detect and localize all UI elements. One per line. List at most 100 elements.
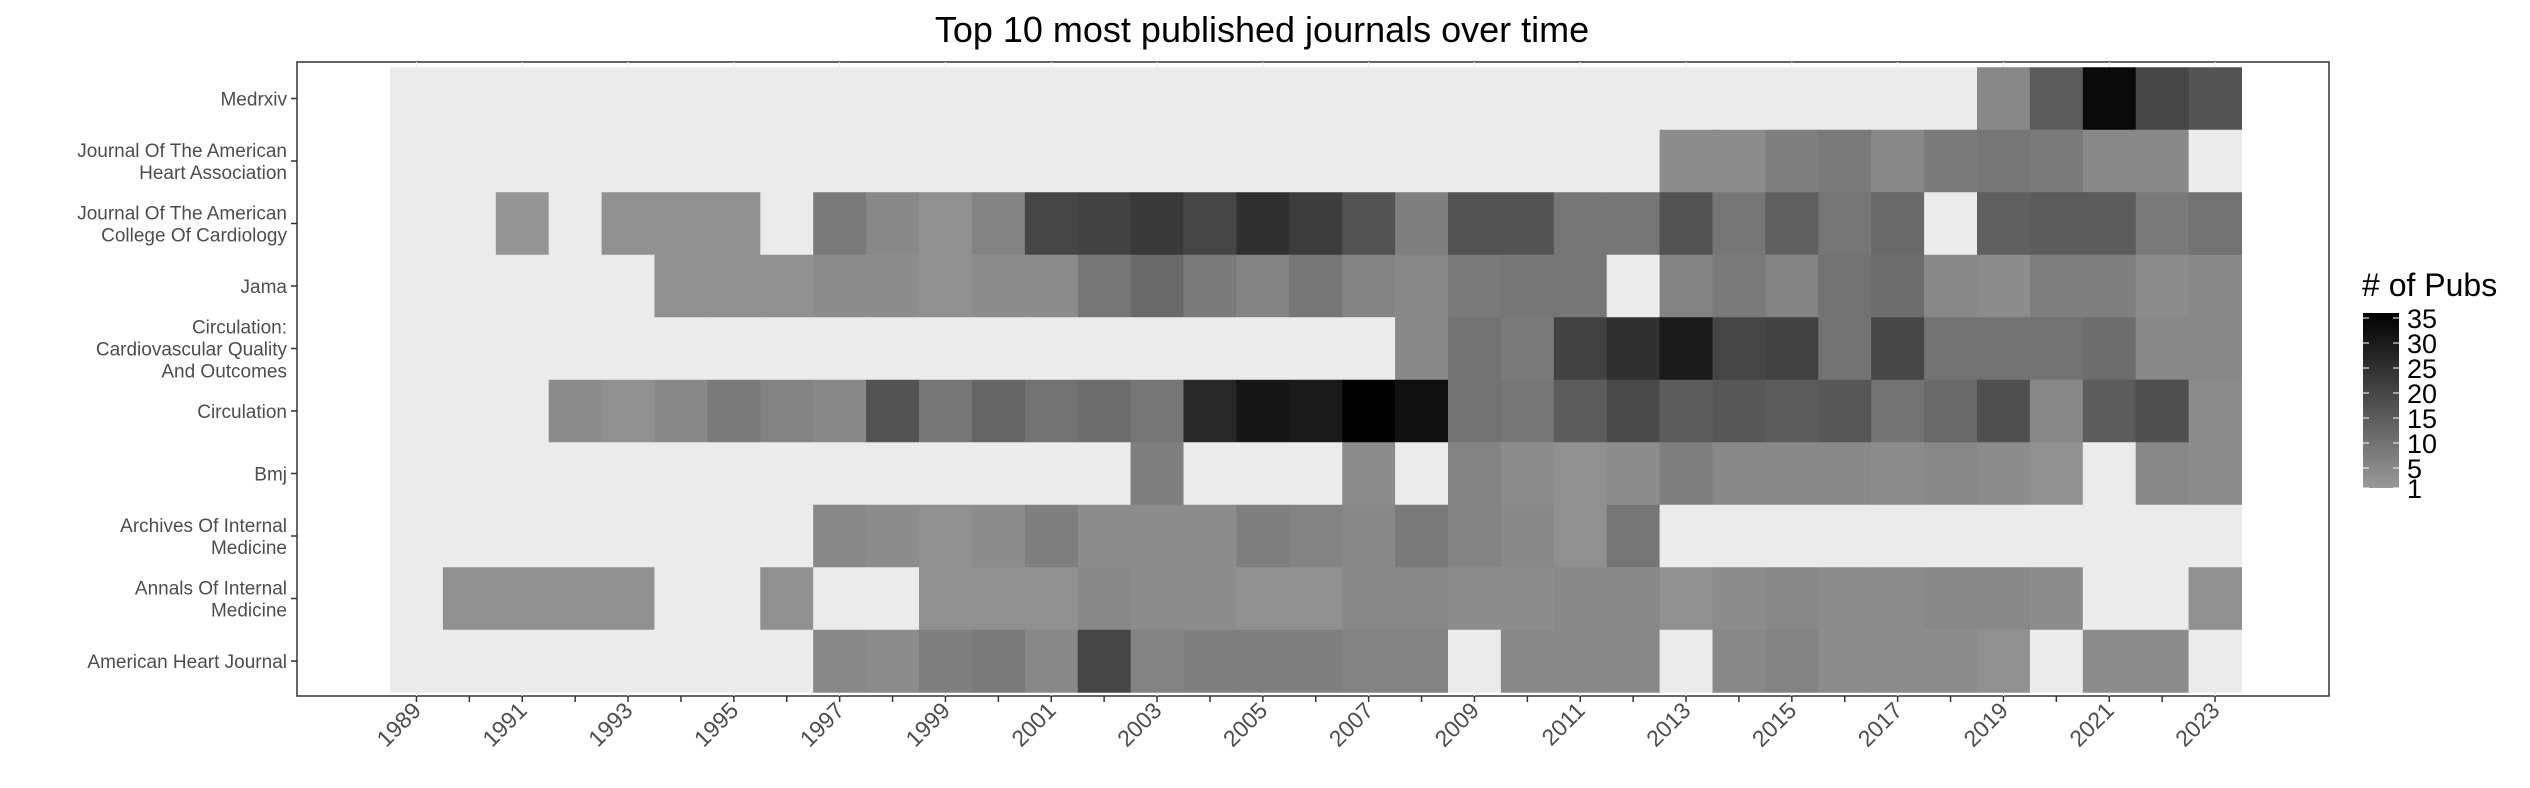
heatmap-cell bbox=[1924, 67, 1978, 131]
heatmap-cell bbox=[2029, 504, 2084, 568]
heatmap-cell bbox=[1553, 442, 1608, 506]
heatmap-cell bbox=[390, 567, 444, 631]
y-tick-label: Heart Association bbox=[139, 163, 287, 184]
heatmap-cell bbox=[1500, 504, 1555, 568]
heatmap-cell bbox=[2082, 317, 2137, 381]
x-tick-label: 2023 bbox=[2170, 697, 2225, 752]
heatmap-cell bbox=[1448, 129, 1502, 193]
chart-title: Top 10 most published journals over time bbox=[935, 9, 1589, 50]
heatmap-cell bbox=[1024, 317, 1079, 381]
heatmap-cell bbox=[919, 379, 973, 443]
heatmap-cell bbox=[2082, 254, 2137, 318]
heatmap-cell bbox=[1606, 254, 1661, 318]
heatmap-cell bbox=[1395, 192, 1449, 256]
heatmap-cell bbox=[707, 67, 761, 131]
heatmap-cell bbox=[866, 379, 920, 443]
heatmap-cell bbox=[971, 129, 1026, 193]
x-tick-label: 2009 bbox=[1429, 697, 1484, 752]
y-tick-label: Archives Of Internal bbox=[120, 516, 287, 537]
heatmap-cell bbox=[495, 254, 550, 318]
heatmap-cell bbox=[2029, 317, 2084, 381]
heatmap-cell bbox=[1395, 317, 1449, 381]
x-tick-label: 2013 bbox=[1641, 697, 1696, 752]
heatmap-cell bbox=[1183, 192, 1237, 256]
legend-tick-label: 20 bbox=[2407, 379, 2437, 409]
heatmap-cell bbox=[2135, 442, 2190, 506]
heatmap-cell bbox=[1871, 567, 1925, 631]
heatmap-cell bbox=[1024, 567, 1079, 631]
y-tick-label: Medicine bbox=[211, 538, 287, 559]
heatmap-cell bbox=[1077, 629, 1132, 693]
heatmap-cell bbox=[1024, 379, 1079, 443]
heatmap-cell bbox=[1183, 129, 1237, 193]
heatmap-cell bbox=[1236, 254, 1290, 318]
heatmap-cell bbox=[1818, 129, 1872, 193]
heatmap-cell bbox=[2135, 254, 2190, 318]
heatmap-cell bbox=[2029, 129, 2084, 193]
heatmap-cell bbox=[1183, 254, 1237, 318]
heatmap-cell bbox=[1924, 317, 1978, 381]
heatmap-cell bbox=[2135, 379, 2190, 443]
heatmap-cell bbox=[1236, 567, 1290, 631]
heatmap-cell bbox=[1236, 192, 1290, 256]
heatmap-cell bbox=[601, 129, 655, 193]
heatmap-cell bbox=[1712, 254, 1766, 318]
heatmap-cell bbox=[1236, 629, 1290, 693]
heatmap-cell bbox=[601, 567, 655, 631]
heatmap-cell bbox=[707, 442, 761, 506]
heatmap-cell bbox=[1236, 504, 1290, 568]
heatmap-cell bbox=[1924, 254, 1978, 318]
heatmap-cell bbox=[442, 129, 497, 193]
heatmap-cell bbox=[866, 129, 920, 193]
heatmap-cell bbox=[2135, 192, 2190, 256]
heatmap-cell bbox=[442, 504, 497, 568]
heatmap-cell bbox=[1289, 567, 1343, 631]
heatmap-cell bbox=[760, 629, 814, 693]
heatmap-cell bbox=[2188, 629, 2242, 693]
heatmap-cell bbox=[495, 192, 550, 256]
heatmap-cell bbox=[1818, 504, 1872, 568]
heatmap-cell bbox=[1236, 129, 1290, 193]
heatmap-cell bbox=[495, 629, 550, 693]
heatmap-cell bbox=[1712, 504, 1766, 568]
heatmap-cell bbox=[1659, 192, 1713, 256]
heatmap-cell bbox=[1130, 504, 1184, 568]
x-tick-label: 2001 bbox=[1006, 697, 1061, 752]
heatmap-cell bbox=[2029, 254, 2084, 318]
heatmap-cell bbox=[654, 504, 708, 568]
heatmap-cell bbox=[1024, 129, 1079, 193]
y-tick-label: Circulation bbox=[197, 402, 287, 423]
heatmap-cell bbox=[1977, 504, 2031, 568]
legend-tick-label: 1 bbox=[2407, 474, 2422, 504]
heatmap-cell bbox=[1342, 317, 1396, 381]
y-tick-label: Circulation: bbox=[192, 318, 287, 339]
heatmap-cell bbox=[1448, 504, 1502, 568]
heatmap-cell bbox=[1183, 442, 1237, 506]
heatmap-cell bbox=[1606, 129, 1661, 193]
heatmap-cell bbox=[919, 442, 973, 506]
heatmap-cell bbox=[1395, 504, 1449, 568]
heatmap-cell bbox=[495, 129, 550, 193]
heatmap-cell bbox=[1977, 317, 2031, 381]
heatmap-cell bbox=[1871, 129, 1925, 193]
heatmap-cell bbox=[1659, 567, 1713, 631]
heatmap-cell bbox=[1448, 629, 1502, 693]
heatmap-cell bbox=[919, 567, 973, 631]
heatmap-cell bbox=[495, 567, 550, 631]
heatmap-cell bbox=[1553, 379, 1608, 443]
heatmap-cell bbox=[813, 567, 867, 631]
heatmap-cell bbox=[1765, 67, 1819, 131]
heatmap-cell bbox=[1077, 442, 1132, 506]
heatmap-cell bbox=[2082, 379, 2137, 443]
heatmap-cell bbox=[548, 254, 603, 318]
heatmap-cell bbox=[1765, 192, 1819, 256]
heatmap-cell bbox=[919, 504, 973, 568]
legend-tick-label: 30 bbox=[2407, 329, 2437, 359]
heatmap-cell bbox=[1500, 192, 1555, 256]
heatmap-cell bbox=[1077, 67, 1132, 131]
x-tick-label: 1989 bbox=[371, 697, 426, 752]
heatmap-cell bbox=[390, 379, 444, 443]
heatmap-cell bbox=[813, 129, 867, 193]
x-tick-label: 2017 bbox=[1853, 697, 1908, 752]
